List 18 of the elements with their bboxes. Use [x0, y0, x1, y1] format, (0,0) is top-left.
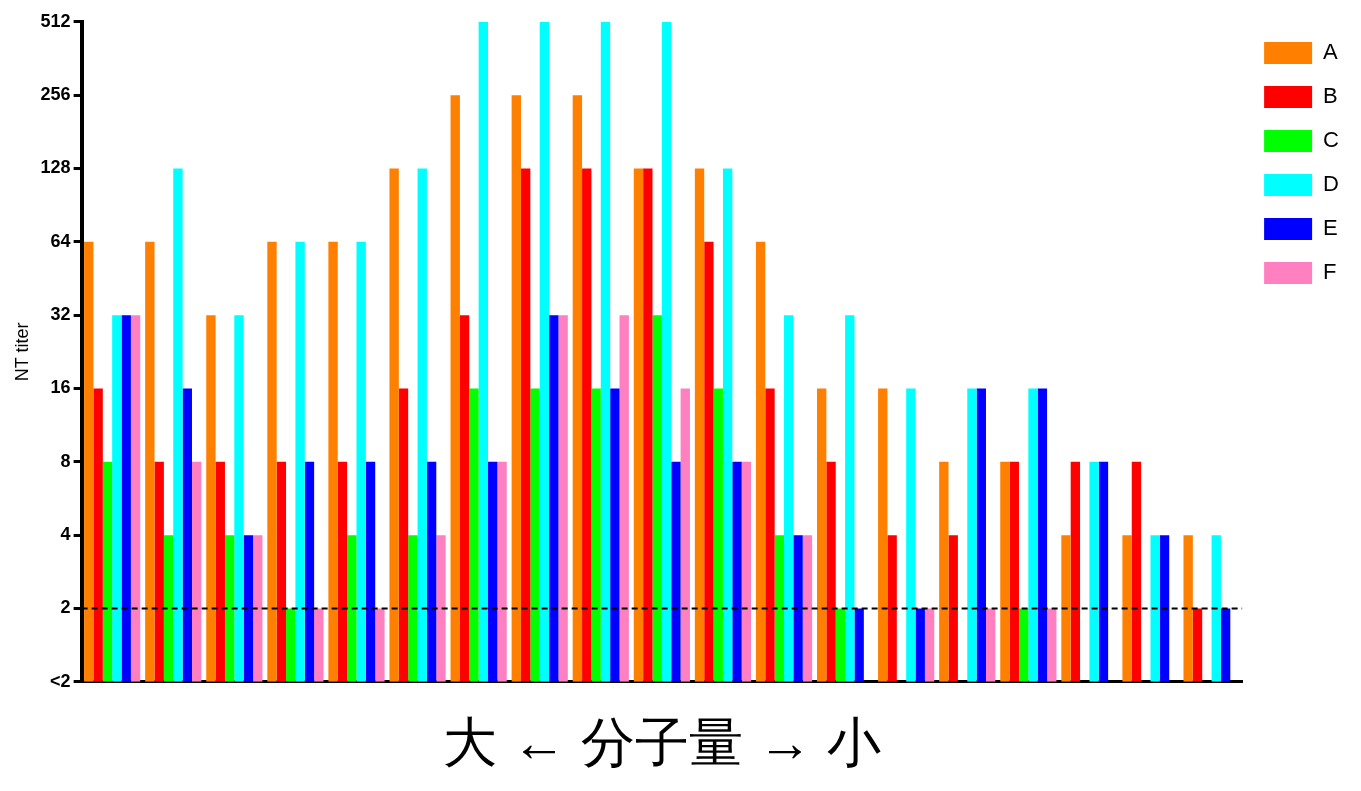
x-axis-title: 大 ← 分子量 → 小: [442, 712, 881, 773]
y-axis-title: NT titer: [11, 322, 32, 382]
y-tick-label: 16: [50, 377, 71, 398]
y-tick-label: 128: [40, 157, 71, 178]
y-tick-label: 8: [60, 450, 71, 471]
legend-label: F: [1323, 259, 1337, 285]
legend-label: B: [1323, 83, 1338, 109]
y-tick-label: 256: [40, 84, 71, 105]
y-tick-label: 2: [60, 597, 71, 618]
y-tick-label: 4: [60, 524, 71, 545]
legend-label: D: [1323, 171, 1339, 197]
y-tick-label: 512: [40, 10, 71, 31]
y-tick-label: 32: [50, 304, 71, 325]
legend-label: C: [1323, 127, 1340, 153]
y-tick-label: 64: [50, 230, 71, 251]
y-tick-label: <2: [50, 670, 71, 691]
legend-label: E: [1323, 215, 1338, 241]
legend-label: A: [1323, 39, 1339, 65]
